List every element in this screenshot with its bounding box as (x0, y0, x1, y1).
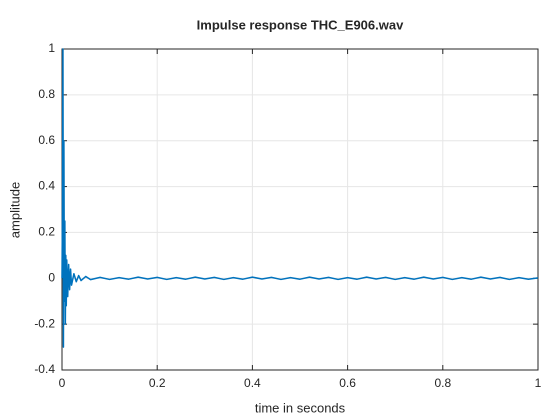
x-tick-label: 0 (59, 376, 66, 390)
y-tick-label: 0.8 (38, 87, 55, 101)
y-tick-label: 0 (48, 270, 55, 284)
x-axis-label: time in seconds (255, 400, 346, 415)
y-tick-label: 0.2 (38, 225, 55, 239)
y-tick-label: -0.4 (34, 362, 55, 376)
x-tick-label: 0.6 (339, 376, 356, 390)
x-tick-label: 0.2 (149, 376, 166, 390)
y-tick-label: -0.2 (34, 316, 55, 330)
y-tick-label: 0.6 (38, 133, 55, 147)
x-tick-label: 0.8 (434, 376, 451, 390)
x-tick-label: 0.4 (244, 376, 261, 390)
data-line (61, 48, 539, 348)
y-axis-label: amplitude (7, 182, 22, 238)
y-tick-label: 0.4 (38, 179, 55, 193)
y-tick-label: 1 (48, 41, 55, 55)
x-tick-label: 1 (535, 376, 542, 390)
chart-title: Impulse response THC_E906.wav (197, 17, 404, 32)
